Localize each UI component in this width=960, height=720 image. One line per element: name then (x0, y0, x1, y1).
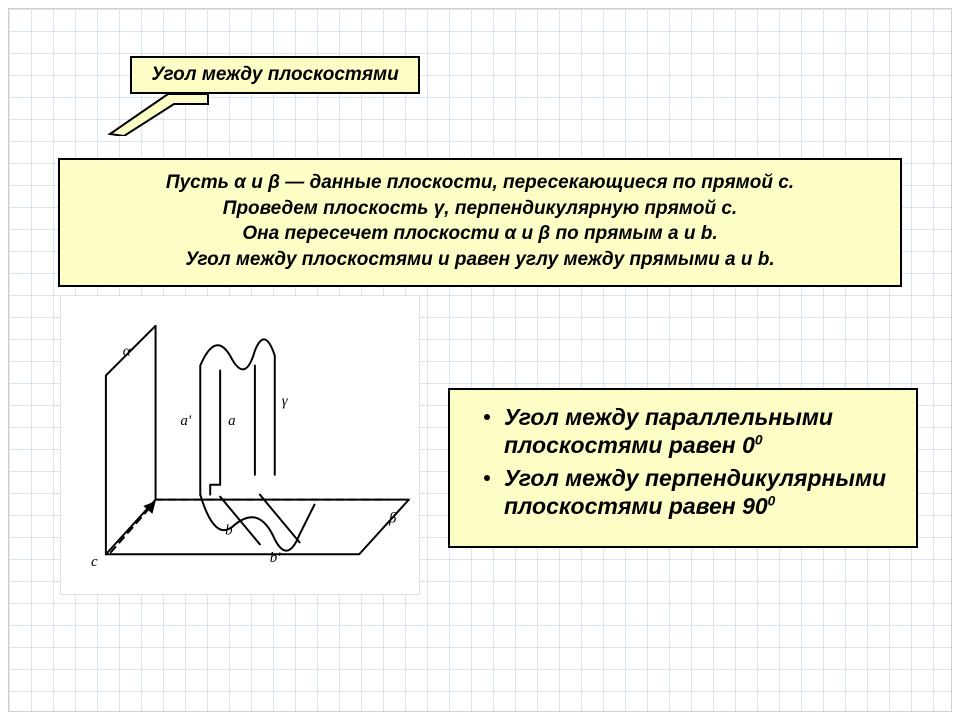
label-c: c (91, 554, 98, 570)
definition-box: Пусть α и β — данные плоскости, пересека… (58, 158, 902, 287)
fact-perpendicular: Угол между перпендикулярными плоскостями… (466, 465, 900, 520)
definition-line-3: Она пересечет плоскости α и β по прямым … (242, 223, 717, 244)
fact-parallel: Угол между параллельными плоскостями рав… (466, 404, 900, 459)
label-beta: β (388, 510, 397, 526)
label-a: a (228, 413, 235, 429)
label-b-prime: b' (270, 550, 281, 566)
fact-parallel-text: Угол между параллельными плоскостями рав… (504, 404, 833, 458)
label-gamma: γ (282, 393, 289, 409)
fact-perpendicular-sup: 0 (768, 493, 776, 508)
definition-line-2: Проведем плоскость γ, перпендикулярную п… (223, 198, 737, 219)
title-box: Угол между плоскостями (130, 56, 420, 94)
definition-line-4: Угол между плоскостями и равен углу межд… (185, 249, 774, 270)
facts-box: Угол между параллельными плоскостями рав… (448, 388, 918, 548)
definition-line-1: Пусть α и β — данные плоскости, пересека… (166, 172, 794, 193)
fact-perpendicular-text: Угол между перпендикулярными плоскостями… (504, 465, 886, 519)
label-a-prime: a' (180, 413, 191, 429)
label-b: b (225, 522, 232, 538)
title-text: Угол между плоскостями (151, 64, 398, 86)
planes-diagram: c a' a γ α b b' β (60, 295, 420, 595)
fact-parallel-sup: 0 (755, 432, 763, 447)
label-alpha: α (123, 344, 132, 360)
